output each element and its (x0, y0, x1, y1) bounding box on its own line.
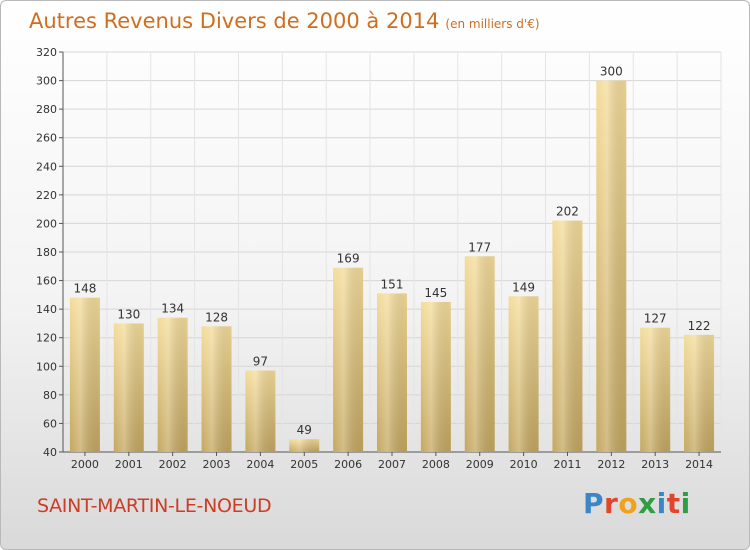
value-label: 127 (644, 312, 667, 326)
value-label: 128 (205, 310, 228, 324)
logo-letter: o (618, 487, 639, 520)
bar-shine (245, 370, 276, 452)
value-label: 300 (600, 65, 623, 79)
bar-shine (333, 267, 364, 452)
y-tick-label: 40 (43, 446, 57, 459)
x-tick-label: 2009 (466, 458, 494, 471)
bar-shine (508, 296, 539, 452)
logo-letter: i (680, 487, 691, 520)
x-tick-label: 2008 (422, 458, 450, 471)
bar-shine (420, 302, 451, 452)
bar-layer (69, 80, 715, 453)
logo-letter: t (666, 487, 681, 520)
value-label: 169 (337, 252, 360, 266)
y-tick-label: 240 (36, 160, 57, 173)
y-tick-label: 260 (36, 132, 57, 145)
x-tick-label: 2006 (334, 458, 362, 471)
chart-unit: (en milliers d'€) (445, 17, 540, 31)
y-tick-label: 60 (43, 417, 57, 430)
y-tick-label: 220 (36, 189, 57, 202)
logo-letter: x (638, 487, 657, 520)
y-tick-label: 140 (36, 303, 57, 316)
x-tick-label: 2002 (159, 458, 187, 471)
y-tick-label: 160 (36, 275, 57, 288)
y-tick-label: 80 (43, 389, 57, 402)
y-tick-label: 320 (36, 46, 57, 59)
x-tick-label: 2003 (203, 458, 231, 471)
x-tick-label: 2005 (290, 458, 318, 471)
value-label: 148 (73, 282, 96, 296)
x-tick-label: 2007 (378, 458, 406, 471)
chart-title: Autres Revenus Divers de 2000 à 2014 (en … (29, 9, 540, 33)
x-tick-label: 2012 (597, 458, 625, 471)
bar-shine (684, 334, 715, 452)
x-tick-label: 2004 (246, 458, 274, 471)
logo-letter: i (656, 487, 667, 520)
value-label: 145 (424, 286, 447, 300)
bar-shine (113, 323, 144, 452)
x-tick-label: 2010 (510, 458, 538, 471)
value-label: 130 (117, 307, 140, 321)
bar-shine (464, 256, 495, 452)
y-tick-label: 300 (36, 75, 57, 88)
bar-shine (201, 326, 232, 452)
y-tick-label: 180 (36, 246, 57, 259)
y-tick-label: 120 (36, 332, 57, 345)
proxiti-logo: Proxiti (583, 487, 691, 520)
bar-shine (552, 220, 583, 452)
bar-shine (596, 80, 627, 453)
x-tick-label: 2011 (553, 458, 581, 471)
logo-letter: r (604, 487, 619, 520)
value-label: 134 (161, 302, 184, 316)
x-tick-label: 2000 (71, 458, 99, 471)
x-tick-label: 2001 (115, 458, 143, 471)
bar-shine (69, 297, 100, 452)
value-label: 177 (468, 240, 491, 254)
x-tick-label: 2014 (685, 458, 713, 471)
value-label: 97 (253, 355, 268, 369)
bar-shine (157, 317, 188, 452)
logo-letter: P (583, 487, 605, 520)
commune-name: SAINT-MARTIN-LE-NOEUD (37, 495, 272, 517)
x-tick-label: 2013 (641, 458, 669, 471)
y-tick-label: 280 (36, 103, 57, 116)
label-layer: 148 2000 130 2001 134 2002 128 2003 97 2004 49 2005… (71, 65, 713, 471)
value-label: 149 (512, 280, 535, 294)
value-label: 151 (381, 277, 404, 291)
bar-shine (377, 293, 407, 452)
value-label: 49 (297, 423, 312, 437)
chart-title-text: Autres Revenus Divers de 2000 à 2014 (29, 9, 440, 33)
value-label: 202 (556, 205, 579, 219)
bar-shine (640, 327, 671, 452)
y-tick-label: 100 (36, 360, 57, 373)
bar-shine (289, 439, 320, 452)
value-label: 122 (688, 319, 711, 333)
y-tick-label: 200 (36, 217, 57, 230)
